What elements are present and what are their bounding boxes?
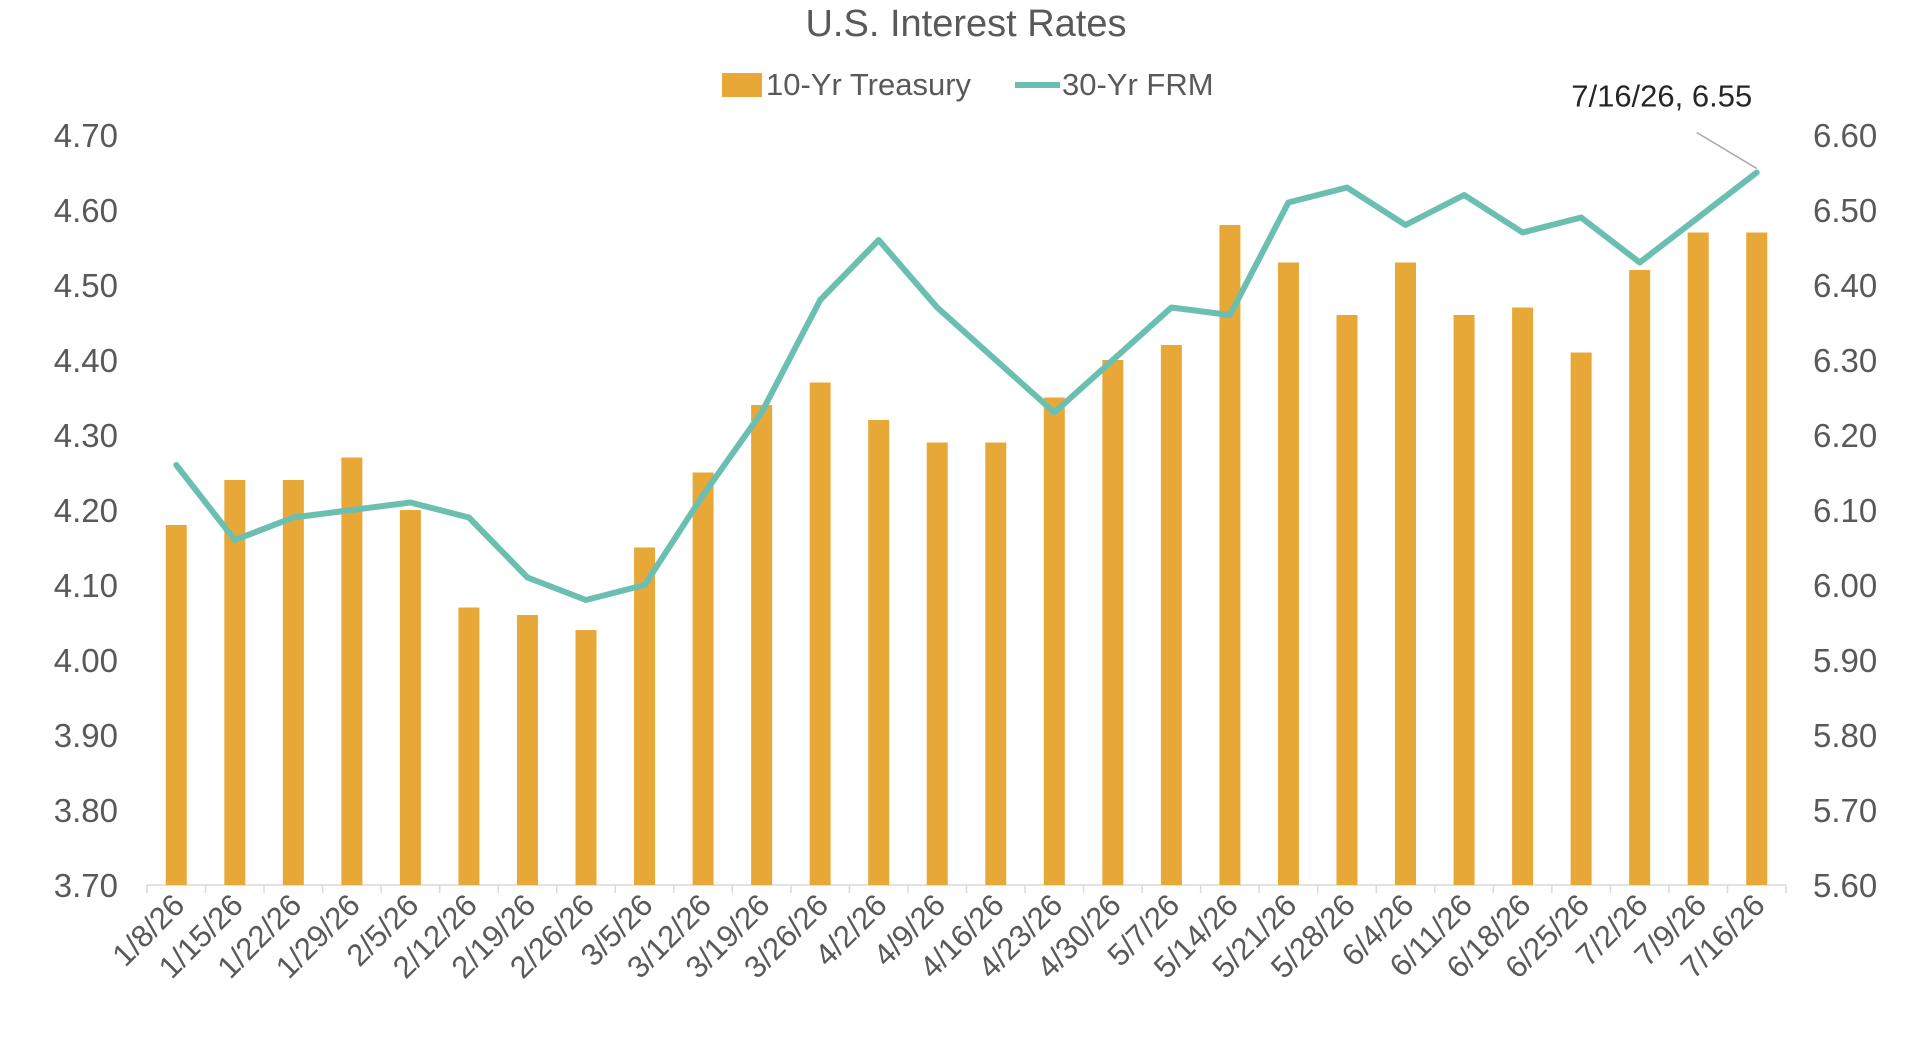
bar-10yr-treasury <box>1512 308 1533 886</box>
y-left-tick-label: 4.40 <box>54 342 118 379</box>
bar-10yr-treasury <box>1454 315 1475 885</box>
annotation-leader-line <box>1697 133 1757 169</box>
y-left-tick-label: 4.30 <box>54 417 118 454</box>
annotation-label: 7/16/26, 6.55 <box>1571 79 1752 114</box>
bar-10yr-treasury <box>576 630 597 885</box>
y-right-tick-label: 6.30 <box>1813 342 1877 379</box>
bar-10yr-treasury <box>283 480 304 885</box>
axes: 3.70 3.80 3.90 4.00 4.10 4.20 4.30 4.40 4.50 4.60… <box>54 117 1877 985</box>
legend-label-30yr-frm: 30-Yr FRM <box>1062 67 1214 102</box>
y-right-tick-label: 6.40 <box>1813 267 1877 304</box>
bar-10yr-treasury <box>927 443 948 886</box>
y-left-tick-label: 4.10 <box>54 567 118 604</box>
y-left-tick-label: 4.20 <box>54 492 118 529</box>
bar-10yr-treasury <box>985 443 1006 886</box>
bar-10yr-treasury <box>1278 263 1299 886</box>
y-right-tick-label: 5.90 <box>1813 642 1877 679</box>
y-left-tick-label: 4.00 <box>54 642 118 679</box>
bar-10yr-treasury <box>868 420 889 885</box>
bar-10yr-treasury <box>166 525 187 885</box>
y-right-tick-label: 6.20 <box>1813 417 1877 454</box>
bar-10yr-treasury <box>1161 345 1182 885</box>
y-right-tick-label: 5.60 <box>1813 867 1877 904</box>
bar-series-10yr-treasury <box>166 225 1767 885</box>
bar-10yr-treasury <box>341 458 362 886</box>
chart-title: U.S. Interest Rates <box>805 3 1126 45</box>
bar-10yr-treasury <box>458 608 479 886</box>
bar-10yr-treasury <box>1044 398 1065 886</box>
bar-10yr-treasury <box>1395 263 1416 886</box>
legend: 10-Yr Treasury 30-Yr FRM <box>722 67 1214 102</box>
bar-10yr-treasury <box>693 473 714 886</box>
bar-10yr-treasury <box>1219 225 1240 885</box>
y-right-tick-label: 6.10 <box>1813 492 1877 529</box>
y-left-tick-label: 3.70 <box>54 867 118 904</box>
y-right-tick-label: 5.80 <box>1813 717 1877 754</box>
y-right-tick-label: 6.50 <box>1813 192 1877 229</box>
bar-10yr-treasury <box>1102 360 1123 885</box>
bar-10yr-treasury <box>751 405 772 885</box>
y-left-tick-label: 3.90 <box>54 717 118 754</box>
bar-10yr-treasury <box>1571 353 1592 886</box>
annotation: 7/16/26, 6.55 <box>1571 79 1757 169</box>
y-right-tick-label: 5.70 <box>1813 792 1877 829</box>
bar-10yr-treasury <box>1746 233 1767 886</box>
y-left-tick-label: 4.70 <box>54 117 118 154</box>
bar-10yr-treasury <box>1688 233 1709 886</box>
y-left-tick-label: 4.50 <box>54 267 118 304</box>
bar-10yr-treasury <box>1336 315 1357 885</box>
y-left-tick-label: 4.60 <box>54 192 118 229</box>
bar-10yr-treasury <box>634 548 655 886</box>
y-left-tick-label: 3.80 <box>54 792 118 829</box>
bar-10yr-treasury <box>517 615 538 885</box>
legend-swatch-10yr-treasury <box>722 73 762 97</box>
y-right-tick-label: 6.60 <box>1813 117 1877 154</box>
legend-label-10yr-treasury: 10-Yr Treasury <box>766 67 972 102</box>
bar-10yr-treasury <box>810 383 831 886</box>
y-right-tick-label: 6.00 <box>1813 567 1877 604</box>
bar-10yr-treasury <box>1629 270 1650 885</box>
bar-10yr-treasury <box>400 510 421 885</box>
